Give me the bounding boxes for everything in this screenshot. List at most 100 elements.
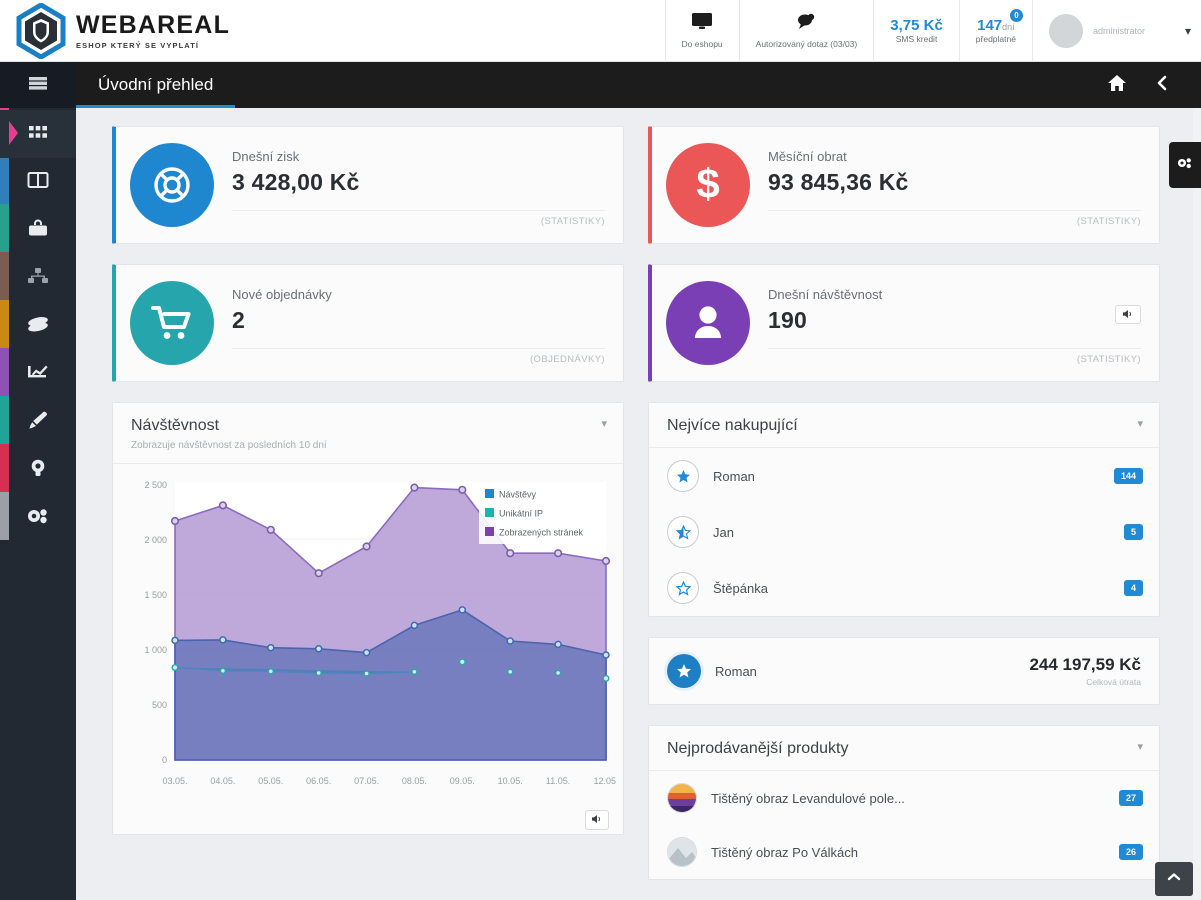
- visits-panel: Návštěvnost Zobrazuje návštěvnost za pos…: [112, 402, 624, 835]
- sidebar: [0, 62, 76, 900]
- page-scrollbar[interactable]: [1193, 108, 1201, 900]
- stat-label: Dnešní návštěvnost: [768, 287, 883, 302]
- buyer-count-badge: 144: [1113, 468, 1143, 484]
- visits-chart[interactable]: 2 500 2 000 1 500 1 000 500 0: [113, 464, 623, 834]
- svg-text:12.05.: 12.05.: [593, 776, 616, 786]
- top-spender-amount-group: 244 197,59 Kč Celková útrata: [1029, 655, 1141, 687]
- home-button[interactable]: [1093, 74, 1141, 97]
- back-button[interactable]: [1141, 74, 1183, 97]
- topnav-item-authorized-query[interactable]: Autorizovaný dotaz (03/03): [738, 0, 874, 62]
- stat-label: Dnešní zisk: [232, 149, 300, 164]
- strip-statistics: [0, 348, 9, 396]
- subscription-value: 147dní: [977, 17, 1015, 34]
- best-sellers-title: Nejprodávanější produkty: [667, 740, 849, 757]
- stat-body: Dnešní návštěvnost 190 (STATISTIKY): [768, 281, 1141, 365]
- chevron-down-icon[interactable]: ▾: [1137, 418, 1143, 430]
- svg-text:10.05.: 10.05.: [498, 776, 523, 786]
- series-markers-navstevy: [171, 606, 610, 659]
- svg-text:07.05.: 07.05.: [354, 776, 379, 786]
- topnav-item-subscription[interactable]: 0 147dní předplatné: [958, 0, 1032, 62]
- stat-body: Nové objednávky 2 (OBJEDNÁVKY): [232, 281, 605, 365]
- sidebar-menu: [0, 108, 76, 542]
- stat-card-profit[interactable]: Dnešní zisk 3 428,00 Kč (STATISTIKY): [112, 126, 624, 244]
- sidebar-item-statistics[interactable]: [0, 350, 76, 398]
- stat-value: 2: [232, 307, 245, 333]
- visits-panel-header: Návštěvnost Zobrazuje návštěvnost za pos…: [113, 403, 623, 464]
- user-icon: [666, 281, 750, 365]
- speaker-icon: [1122, 306, 1134, 324]
- stat-value: 3 428,00 Kč: [232, 169, 360, 195]
- stat-value: 190: [768, 307, 807, 333]
- topnav-item-eshop[interactable]: Do eshopu: [664, 0, 739, 62]
- chevron-down-icon[interactable]: ▾: [601, 418, 607, 430]
- best-sellers-header: Nejprodávanější produkty ▾: [649, 726, 1159, 771]
- lavender-field-thumb-icon: [667, 783, 697, 813]
- sidebar-item-structure[interactable]: [0, 254, 76, 302]
- home-icon: [1107, 74, 1127, 97]
- stat-label: Nové objednávky: [232, 287, 332, 302]
- subscription-badge: 0: [1009, 8, 1023, 22]
- strip-settings: [0, 492, 9, 540]
- svg-text:1 000: 1 000: [144, 645, 167, 655]
- svg-text:03.05.: 03.05.: [162, 776, 187, 786]
- legend-label-unikatni-ip: Unikátní IP: [499, 509, 543, 519]
- product-name: Tištěný obraz Po Válkách: [711, 844, 858, 860]
- stat-card-monthly-turnover[interactable]: $ Měsíční obrat 93 845,36 Kč (STATISTIKY…: [648, 126, 1160, 244]
- sidebar-item-modules[interactable]: [0, 302, 76, 350]
- brand-tagline: ESHOP KTERÝ SE VYPLATÍ: [76, 41, 200, 50]
- list-item[interactable]: Roman 144: [649, 448, 1159, 504]
- buyer-count-badge: 4: [1123, 580, 1143, 596]
- strip-pages: [0, 156, 9, 204]
- stat-card-new-orders[interactable]: Nové objednávky 2 (OBJEDNÁVKY): [112, 264, 624, 382]
- svg-text:500: 500: [152, 700, 167, 710]
- sidebar-item-eshop[interactable]: [0, 206, 76, 254]
- scroll-to-top-button[interactable]: [1155, 862, 1193, 896]
- stat-body: Dnešní zisk 3 428,00 Kč (STATISTIKY): [232, 143, 605, 227]
- sidebar-item-pages[interactable]: [0, 158, 76, 206]
- dashboard-grid-icon: [28, 124, 48, 145]
- stat-footer: (STATISTIKY): [768, 348, 1141, 365]
- star-filled-icon: [667, 460, 699, 492]
- sidebar-item-settings[interactable]: [0, 494, 76, 542]
- strip-eshop: [0, 204, 9, 252]
- legend-swatch-navstevy: [485, 489, 494, 498]
- buyer-count-badge: 5: [1123, 524, 1143, 540]
- user-name: administrator: [1092, 25, 1145, 36]
- dashboard-grid: Dnešní zisk 3 428,00 Kč (STATISTIKY): [112, 126, 1161, 880]
- top-spender-panel[interactable]: Roman 244 197,59 Kč Celková útrata: [648, 637, 1160, 705]
- star-filled-icon: [667, 654, 701, 688]
- svg-text:06.05.: 06.05.: [306, 776, 331, 786]
- stat-card-today-visits[interactable]: Dnešní návštěvnost 190 (STATISTIKY): [648, 264, 1160, 382]
- sidebar-item-design[interactable]: [0, 398, 76, 446]
- settings-gears-icon: [26, 507, 50, 530]
- visits-sound-button[interactable]: [1115, 305, 1141, 324]
- strip-modules: [0, 300, 9, 348]
- list-item[interactable]: Tištěný obraz Po Válkách 26: [649, 825, 1159, 879]
- chevron-down-icon[interactable]: ▾: [1184, 23, 1191, 38]
- settings-edge-tab[interactable]: [1169, 142, 1201, 188]
- product-count-badge: 26: [1118, 844, 1143, 860]
- series-markers-unikatni-ip: [171, 658, 610, 682]
- stat-body: Měsíční obrat 93 845,36 Kč (STATISTIKY): [768, 143, 1141, 227]
- chart-legend: Návštěvy Unikátní IP Zobrazených stránek: [479, 482, 606, 544]
- chevron-down-icon[interactable]: ▾: [1137, 741, 1143, 753]
- svg-text:1 500: 1 500: [144, 590, 167, 600]
- avatar: [1048, 13, 1083, 48]
- top-buyers-header: Nejvíce nakupující ▾: [649, 403, 1159, 448]
- lightbulb-icon: [29, 458, 47, 483]
- chart-line-icon: [27, 363, 49, 386]
- shopping-cart-icon: [130, 281, 214, 365]
- list-item[interactable]: Štěpánka 4: [649, 560, 1159, 616]
- list-item[interactable]: Tištěný obraz Levandulové pole... 27: [649, 771, 1159, 825]
- sidebar-item-dashboard[interactable]: [0, 110, 76, 158]
- series-unikatni-ip: [174, 666, 415, 675]
- sidebar-toggle[interactable]: [0, 62, 76, 108]
- brand-logo[interactable]: WEBAREAL ESHOP KTERÝ SE VYPLATÍ: [0, 1, 540, 60]
- user-menu[interactable]: administrator ▾: [1031, 0, 1201, 62]
- list-item[interactable]: Jan 5: [649, 504, 1159, 560]
- buyer-name: Jan: [713, 524, 734, 540]
- topnav-item-sms-credit[interactable]: 3,75 Kč SMS kredit: [873, 0, 959, 62]
- chart-sound-button[interactable]: [585, 810, 609, 830]
- strip-design: [0, 396, 9, 444]
- sidebar-item-marketing[interactable]: [0, 446, 76, 494]
